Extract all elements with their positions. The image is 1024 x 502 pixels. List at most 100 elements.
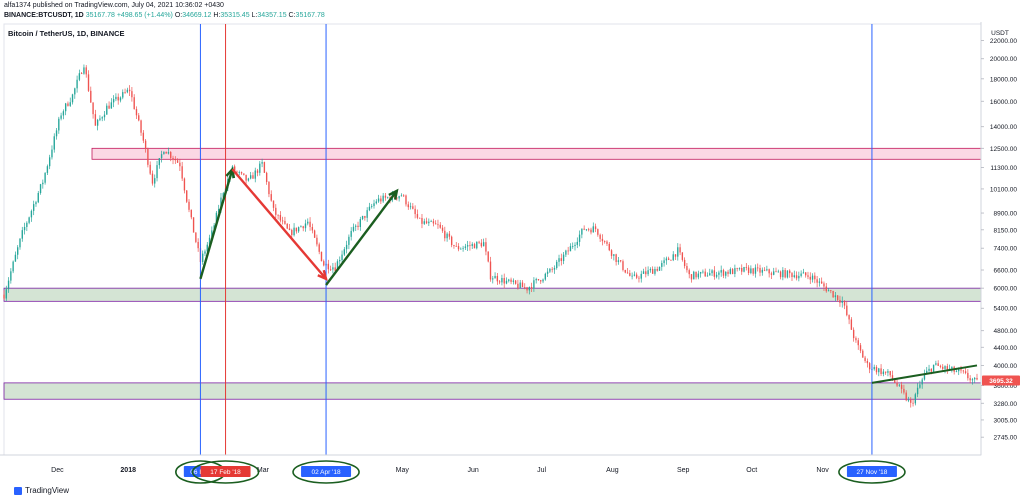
candle-body xyxy=(51,149,53,158)
candle-body xyxy=(478,241,480,243)
candle-body xyxy=(820,281,823,284)
candle-body xyxy=(884,371,887,373)
candle-body xyxy=(163,151,165,155)
candle-body xyxy=(827,290,830,292)
candle-body xyxy=(727,271,729,274)
candle-body xyxy=(108,105,110,109)
candle-body xyxy=(672,254,674,261)
candle-body xyxy=(807,275,809,277)
candle-body xyxy=(5,289,7,299)
candle-body xyxy=(455,245,457,247)
candle-body xyxy=(878,368,880,373)
candle-body xyxy=(147,149,149,165)
currency-label: USDT xyxy=(991,30,1009,37)
candle-body xyxy=(327,263,330,270)
candle-body xyxy=(110,102,113,109)
candle-body xyxy=(976,377,978,380)
candle-body xyxy=(103,114,106,118)
footer-brand[interactable]: TradingView xyxy=(14,486,69,495)
candle-body xyxy=(588,229,590,231)
candle-body xyxy=(74,88,76,95)
candle-body xyxy=(307,221,309,224)
candle-body xyxy=(624,269,626,273)
candle-body xyxy=(211,230,213,238)
candle-body xyxy=(841,300,843,303)
close-value: 35167.78 xyxy=(295,12,325,19)
candle-body xyxy=(396,197,398,199)
y-tick-label: 6600.00 xyxy=(994,268,1018,275)
candle-body xyxy=(293,227,295,236)
candle-body xyxy=(741,268,743,272)
candle-body xyxy=(302,226,304,229)
candle-body xyxy=(348,236,350,245)
y-tick-label: 6000.00 xyxy=(994,286,1018,293)
candle-body xyxy=(512,280,515,282)
candle-body xyxy=(249,175,252,179)
candle-body xyxy=(252,175,254,179)
candle-body xyxy=(900,384,903,389)
candle-body xyxy=(295,227,298,232)
candle-body xyxy=(661,263,663,267)
candle-body xyxy=(736,268,738,269)
low-label: L: xyxy=(251,12,258,19)
candle-body xyxy=(473,244,476,249)
candle-body xyxy=(576,241,578,245)
candle-body xyxy=(62,111,65,116)
candle-body xyxy=(894,378,896,383)
candle-body xyxy=(905,392,907,401)
candle-body xyxy=(334,267,336,271)
candle-body xyxy=(738,268,741,269)
candle-body xyxy=(946,366,948,370)
candle-body xyxy=(617,260,620,262)
candle-body xyxy=(926,370,928,374)
tradingview-logo-icon xyxy=(14,486,22,495)
candle-body xyxy=(437,224,439,226)
candle-body xyxy=(793,275,795,278)
candle-body xyxy=(364,215,366,218)
candle-body xyxy=(291,229,293,236)
candle-body xyxy=(533,280,535,289)
x-tick-label: Dec xyxy=(51,467,64,474)
price-chart[interactable]: Bitcoin / TetherUS, 1D, BINANCE USDT22000… xyxy=(0,22,1024,484)
candle-body xyxy=(329,269,332,271)
candle-body xyxy=(446,233,448,239)
candle-body xyxy=(962,370,964,372)
candle-body xyxy=(80,73,83,75)
candle-body xyxy=(172,157,174,160)
candle-body xyxy=(124,92,126,93)
candle-body xyxy=(35,202,37,205)
candle-body xyxy=(622,261,624,270)
candle-body xyxy=(969,378,971,381)
candle-body xyxy=(92,102,94,115)
candle-body xyxy=(400,195,403,197)
candle-body xyxy=(569,246,572,252)
candle-body xyxy=(156,165,158,179)
y-tick-label: 8150.00 xyxy=(994,227,1018,234)
candle-body xyxy=(521,282,524,288)
candle-body xyxy=(574,244,576,247)
candle-body xyxy=(179,162,181,167)
low-value: 34357.15 xyxy=(257,12,287,19)
candle-body xyxy=(311,227,314,231)
x-tick-label: Sep xyxy=(677,467,690,474)
candle-body xyxy=(809,276,811,280)
y-tick-label: 12500.00 xyxy=(990,146,1017,153)
candle-body xyxy=(423,221,425,224)
candle-body xyxy=(28,217,30,223)
candle-body xyxy=(48,157,51,167)
candle-body xyxy=(466,245,469,247)
candle-body xyxy=(537,278,540,281)
x-tick-label: Mar xyxy=(257,467,270,474)
candle-body xyxy=(21,230,23,239)
candle-body xyxy=(613,254,615,256)
candle-body xyxy=(729,269,732,274)
x-tick-label: May xyxy=(396,467,410,474)
candle-body xyxy=(476,241,478,249)
candle-body xyxy=(462,247,464,249)
candle-body xyxy=(170,152,172,158)
candle-body xyxy=(277,214,279,216)
candle-body xyxy=(236,171,238,173)
candle-body xyxy=(368,206,371,211)
candle-body xyxy=(197,241,199,249)
candle-body xyxy=(480,242,483,247)
